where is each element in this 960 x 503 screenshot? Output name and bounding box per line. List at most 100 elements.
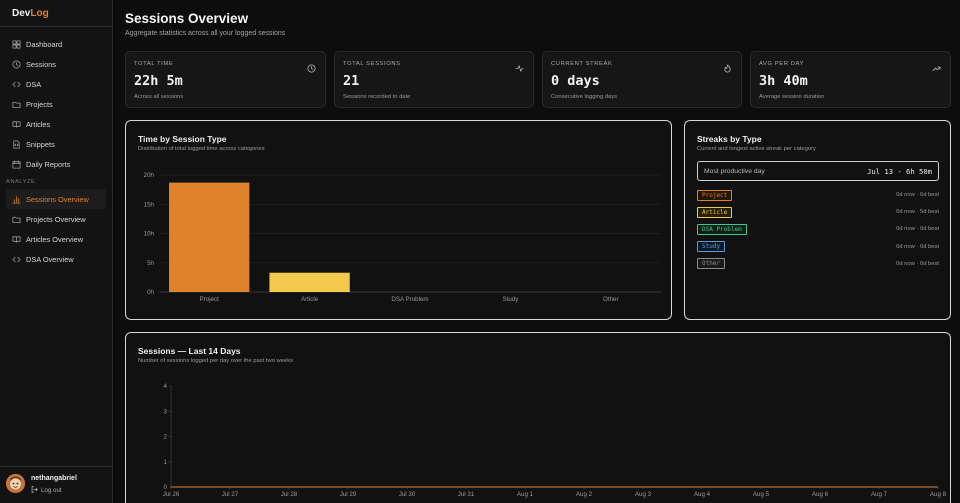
- sidebar-item-label: Snippets: [26, 139, 55, 149]
- flame-icon: [723, 60, 732, 78]
- stat-description: Sessions recorded to date: [343, 94, 411, 100]
- stat-value: 0 days: [551, 73, 600, 89]
- x-tick-label: Jul 31: [458, 491, 475, 498]
- sidebar-item-label: Dashboard: [26, 39, 63, 49]
- bar-chart-icon: [12, 195, 21, 204]
- x-tick-label: Article: [301, 296, 319, 303]
- book-open-icon: [12, 235, 21, 244]
- book-open-icon: [12, 120, 21, 129]
- code-icon: [12, 80, 21, 89]
- clock-icon: [307, 60, 316, 78]
- trending-up-icon: [932, 60, 941, 78]
- stat-label: TOTAL TIME: [134, 61, 174, 67]
- sidebar-item-label: DSA: [26, 79, 42, 89]
- sidebar-item-dsa[interactable]: DSA: [6, 74, 106, 94]
- sidebar-item-sessions-overview[interactable]: Sessions Overview: [6, 189, 106, 209]
- streak-row-other: Other 0d now · 0d best: [697, 258, 939, 270]
- sessions-14d-card: Sessions — Last 14 Days Number of sessio…: [125, 332, 951, 503]
- sidebar-item-label: Sessions: [26, 59, 56, 69]
- x-tick-label: Jul 28: [281, 491, 298, 498]
- x-tick-label: Project: [200, 296, 220, 303]
- card-subtitle: Current and longest active streak per ca…: [697, 146, 816, 152]
- bar-article[interactable]: [269, 272, 350, 292]
- app-logo[interactable]: DevLog: [0, 0, 112, 27]
- streak-row-study: Study 0d now · 0d best: [697, 241, 939, 253]
- sidebar-item-articles[interactable]: Articles: [6, 114, 106, 134]
- x-tick-label: Aug 7: [871, 491, 888, 498]
- x-tick-label: DSA Problem: [391, 296, 428, 303]
- streak-row-article: Article 0d now · 5d best: [697, 206, 939, 218]
- folder-icon: [12, 215, 21, 224]
- stat-card-total-sessions: TOTAL SESSIONS 21 Sessions recorded to d…: [334, 51, 534, 108]
- x-tick-label: Aug 2: [576, 491, 593, 498]
- streak-row-project: Project 0d now · 6d best: [697, 189, 939, 201]
- sessions-14d-chart: 0 1 2 3 4 Jul 26 Jul 27 Jul 28 Jul 29 Jul 30 Jul 3…: [163, 383, 947, 498]
- most-productive-label: Most productive day: [704, 167, 765, 175]
- card-subtitle: Distribution of total logged time across…: [138, 146, 265, 152]
- sidebar-item-dashboard[interactable]: Dashboard: [6, 34, 106, 54]
- x-tick-label: Aug 8: [930, 491, 947, 498]
- sidebar: DevLog Dashboard Sessions DSA Projects Artic…: [0, 0, 113, 503]
- y-tick-label: 20h: [144, 172, 155, 179]
- sidebar-item-label: Articles Overview: [26, 234, 84, 244]
- card-title: Streaks by Type: [697, 134, 762, 144]
- stat-description: Consecutive logging days: [551, 94, 618, 100]
- x-tick-label: Jul 30: [399, 491, 416, 498]
- y-tick-label: 2: [164, 434, 168, 441]
- user-name: nethangabriel: [31, 475, 77, 482]
- time-by-type-card: Time by Session Type Distribution of tot…: [125, 120, 672, 320]
- sidebar-item-sessions[interactable]: Sessions: [6, 54, 106, 74]
- user-panel: nethangabriel Log out: [0, 466, 112, 503]
- stat-label: AVG PER DAY: [759, 61, 805, 67]
- calendar-icon: [12, 159, 21, 169]
- category-tag: Article: [697, 206, 733, 218]
- y-tick-label: 1: [164, 459, 168, 466]
- card-subtitle: Number of sessions logged per day over t…: [138, 358, 293, 364]
- stat-description: Average session duration: [759, 94, 825, 100]
- sidebar-item-snippets[interactable]: Snippets: [6, 134, 106, 154]
- x-tick-label: Aug 3: [635, 491, 652, 498]
- sidebar-item-dsa-overview[interactable]: DSA Overview: [6, 249, 106, 269]
- card-title: Sessions — Last 14 Days: [138, 346, 241, 356]
- category-tag: Other: [697, 258, 726, 270]
- y-tick-label: 5h: [147, 260, 154, 267]
- x-tick-label: Aug 4: [694, 491, 711, 498]
- sidebar-item-label: Sessions Overview: [26, 194, 89, 204]
- streak-meta: 0d now · 0d best: [896, 243, 939, 250]
- sidebar-analyze-nav: Sessions Overview Projects Overview Articl…: [0, 189, 112, 269]
- category-tag: DSA Problem: [697, 223, 747, 235]
- streak-meta: 0d now · 0d best: [896, 260, 939, 267]
- y-tick-label: 3: [164, 408, 168, 415]
- y-tick-label: 0h: [147, 289, 154, 296]
- stat-card-total-time: TOTAL TIME 22h 5m Across all sessions: [125, 51, 326, 108]
- sidebar-nav: Dashboard Sessions DSA Projects Articles Snip…: [0, 27, 112, 174]
- logout-label: Log out: [41, 487, 62, 494]
- log-out-icon: [31, 486, 38, 495]
- sidebar-item-projects[interactable]: Projects: [6, 94, 106, 114]
- sidebar-item-label: Projects Overview: [26, 214, 86, 224]
- streak-meta: 0d now · 6d best: [896, 192, 939, 198]
- time-by-type-chart: 0h 5h 10h 15h 20h Project Article DSA Problem St…: [144, 172, 661, 303]
- stat-label: CURRENT STREAK: [551, 61, 613, 67]
- sidebar-item-projects-overview[interactable]: Projects Overview: [6, 209, 106, 229]
- avatar[interactable]: [6, 474, 25, 493]
- y-tick-label: 15h: [144, 201, 155, 208]
- category-tag: Study: [697, 241, 726, 253]
- x-tick-label: Study: [502, 296, 519, 303]
- streak-row-dsa-problem: DSA Problem 0d now · 0d best: [697, 223, 939, 235]
- main-content: Sessions Overview Aggregate statistics a…: [113, 0, 960, 503]
- sidebar-item-label: DSA Overview: [26, 254, 74, 264]
- y-tick-label: 0: [164, 484, 168, 491]
- streaks-card: Streaks by Type Current and longest acti…: [684, 120, 951, 320]
- bar-project[interactable]: [169, 182, 250, 292]
- layout-grid-icon: [12, 39, 21, 49]
- streak-meta: 0d now · 5d best: [896, 209, 939, 216]
- page-subtitle: Aggregate statistics across all your log…: [125, 30, 286, 37]
- sidebar-item-daily-reports[interactable]: Daily Reports: [6, 154, 106, 174]
- stat-label: TOTAL SESSIONS: [343, 61, 401, 67]
- sidebar-item-articles-overview[interactable]: Articles Overview: [6, 229, 106, 249]
- logout-button[interactable]: Log out: [31, 486, 77, 495]
- category-tag: Project: [697, 189, 733, 201]
- y-tick-label: 4: [164, 383, 168, 390]
- stat-value: 21: [343, 73, 360, 89]
